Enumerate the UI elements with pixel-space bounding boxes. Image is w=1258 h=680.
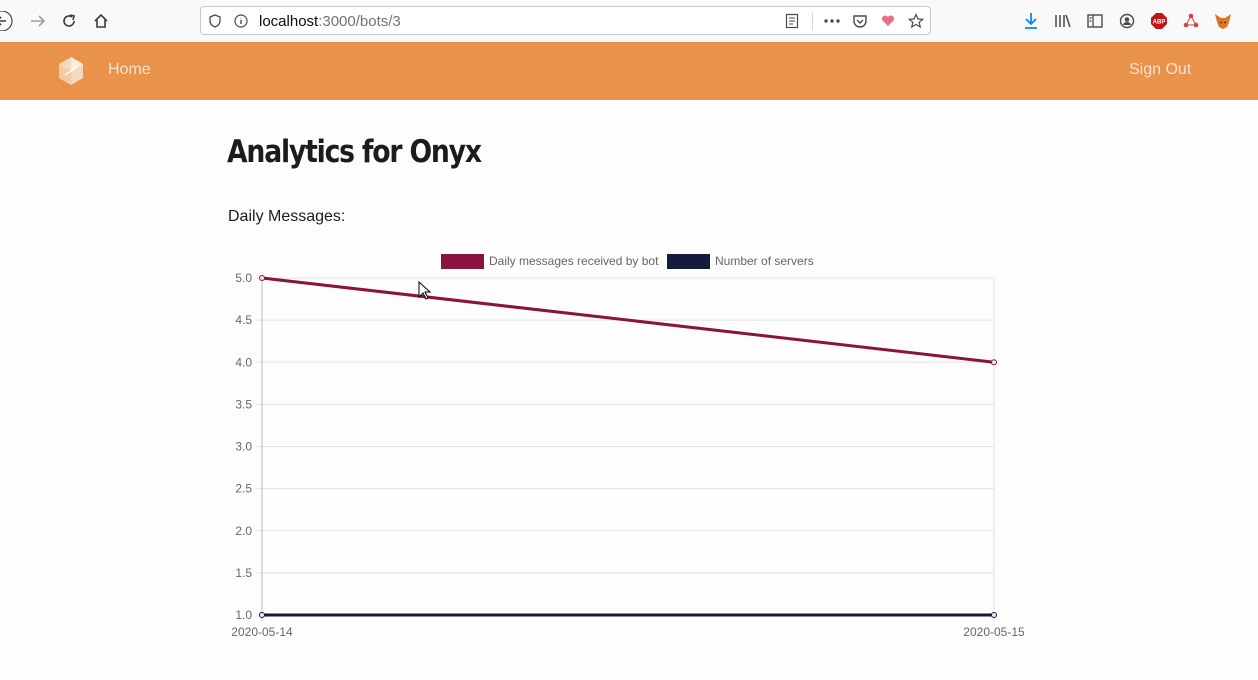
home-browser-button[interactable] — [89, 9, 113, 33]
nav-home-link[interactable]: Home — [108, 61, 151, 78]
data-point — [259, 275, 265, 281]
y-tick-label: 3.5 — [235, 397, 252, 411]
y-tick-label: 5.0 — [235, 271, 252, 285]
url-text: localhost:3000/bots/3 — [259, 13, 401, 30]
legend-swatch — [441, 254, 484, 269]
y-tick-label: 1.0 — [235, 608, 252, 622]
y-tick-label: 2.5 — [235, 482, 252, 496]
app-logo-icon[interactable] — [56, 56, 86, 86]
legend-swatch — [667, 254, 710, 269]
y-tick-label: 4.0 — [235, 355, 252, 369]
adblock-icon[interactable]: ABP — [1149, 11, 1169, 31]
url-host: localhost — [259, 13, 319, 30]
svg-text:ABP: ABP — [1153, 20, 1166, 26]
back-button[interactable] — [0, 9, 18, 33]
x-tick-label: 2020-05-15 — [963, 625, 1025, 639]
x-tick-label: 2020-05-14 — [231, 625, 293, 639]
data-point — [259, 612, 265, 618]
series-line — [261, 276, 995, 364]
shield-icon[interactable] — [206, 12, 224, 30]
address-bar[interactable]: localhost:3000/bots/3 — [200, 6, 931, 35]
data-point — [991, 612, 997, 618]
y-tick-label: 1.5 — [235, 566, 252, 580]
url-path: :3000/bots/3 — [318, 13, 401, 30]
legend-label: Daily messages received by bot — [489, 254, 659, 268]
daily-messages-chart: 5.0 4.5 4.0 3.5 3.0 2.5 2.0 1.5 1.0 2020-05-14 202… — [231, 254, 1025, 639]
back-arrow-icon — [0, 11, 13, 31]
forward-arrow-icon — [31, 15, 46, 27]
extension-heart-icon[interactable] — [879, 12, 897, 30]
mouse-cursor-icon — [418, 280, 432, 300]
metamask-fox-icon[interactable] — [1213, 11, 1233, 31]
y-tick-label: 4.5 — [235, 313, 252, 327]
account-icon[interactable] — [1117, 11, 1137, 31]
page-title: Analytics for Onyx — [227, 134, 482, 170]
info-icon[interactable] — [232, 12, 250, 30]
sidebar-icon[interactable] — [1085, 11, 1105, 31]
reload-icon — [63, 14, 75, 27]
reload-button[interactable] — [57, 9, 81, 33]
data-point — [991, 359, 997, 366]
y-tick-label: 3.0 — [235, 440, 252, 454]
forward-button[interactable] — [26, 9, 50, 33]
nav-signout-link[interactable]: Sign Out — [1129, 61, 1192, 78]
download-icon[interactable] — [1021, 11, 1041, 31]
browser-toolbar: localhost:3000/bots/3 ABP — [0, 0, 1258, 43]
extension-network-icon[interactable] — [1181, 11, 1201, 31]
y-tick-label: 2.0 — [235, 524, 252, 538]
library-icon[interactable] — [1053, 11, 1073, 31]
reader-view-icon[interactable] — [783, 12, 801, 30]
bookmark-star-icon[interactable] — [907, 12, 925, 30]
home-icon — [94, 13, 108, 28]
section-label: Daily Messages: — [228, 208, 346, 225]
app-navbar: Home Sign Out — [0, 42, 1258, 100]
pocket-icon[interactable] — [851, 12, 869, 30]
more-actions-icon[interactable] — [823, 12, 841, 30]
legend-label: Number of servers — [715, 254, 814, 268]
